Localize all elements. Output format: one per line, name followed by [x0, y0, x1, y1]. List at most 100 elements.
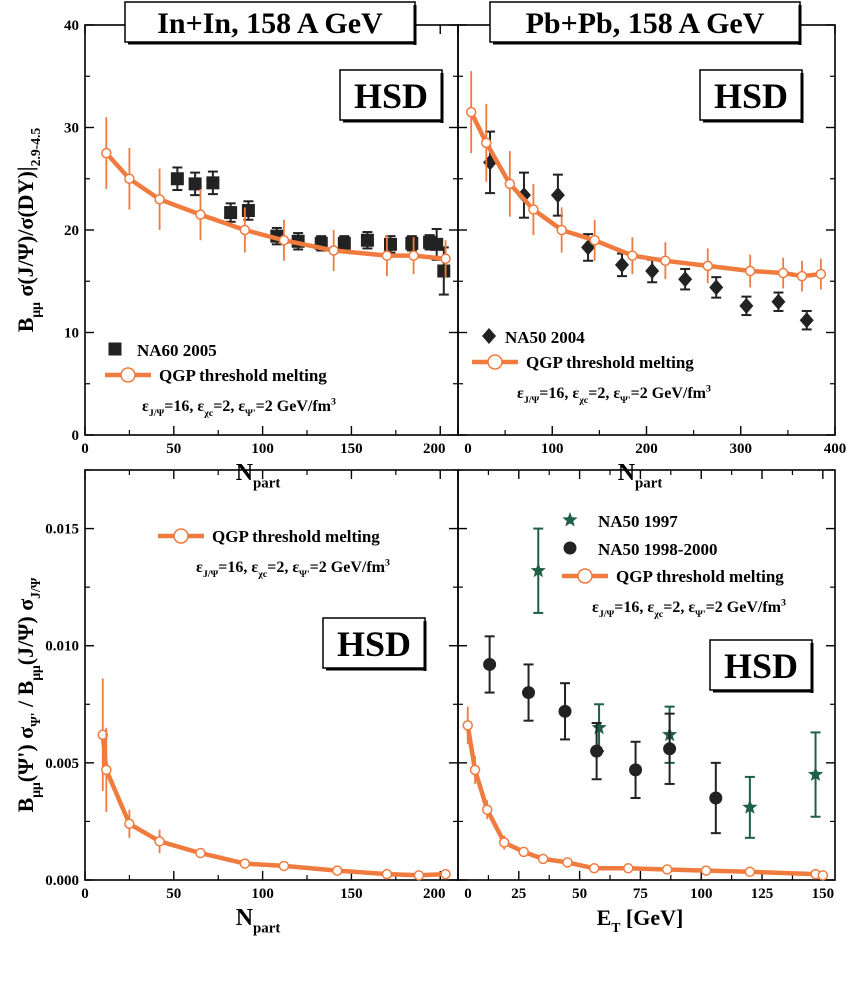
panel-psi_et: 0 25 50 75 100 125 150 HSD: [457, 469, 836, 902]
x-axis-label-et: ET [GeV]: [597, 905, 684, 935]
data-point: [709, 791, 723, 805]
y-tick-label: 30: [64, 121, 79, 137]
y-tick-label: 40: [64, 18, 79, 34]
hsd-box: [709, 639, 813, 691]
model-point: [408, 250, 419, 261]
data-point: [337, 236, 351, 250]
x-tick-label: 200: [423, 441, 446, 457]
x-tick-label: 25: [511, 886, 526, 902]
model-point: [195, 209, 206, 220]
model-point: [481, 137, 492, 149]
model-point: [154, 836, 165, 847]
model-point: [528, 204, 539, 215]
model-point: [462, 720, 473, 731]
model-point: [660, 255, 671, 266]
x-tick-label: 150: [340, 886, 363, 902]
x-tick-label: 50: [166, 441, 181, 457]
model-point: [562, 857, 573, 868]
legend-na50-1997-marker: [562, 512, 578, 527]
hsd-label: HSD: [337, 624, 411, 664]
y-axis-label-bottom: Bμμ(Ψ') σΨ' / Bμμ(J/Ψ) σJ/Ψ: [13, 577, 43, 812]
data-point: [522, 686, 536, 700]
x-tick-label: 0: [464, 441, 472, 457]
panel-inin: 0 50 100 150 200 0 10 20 30 40 HSD In+In, 158 A GeV: [64, 1, 459, 457]
data-point: [550, 187, 565, 204]
x-axis-label-pbpb: Npart: [618, 460, 663, 492]
series-qgp-threshold-melting: [97, 678, 451, 881]
data-point: [807, 766, 824, 781]
model-point: [481, 804, 493, 815]
x-tick-label: 100: [541, 441, 564, 457]
x-tick-label: 0: [464, 886, 472, 902]
model-point: [796, 270, 808, 282]
model-point: [588, 863, 600, 874]
hsd-box: [322, 617, 426, 669]
data-point: [645, 263, 660, 279]
series-qgp-threshold-melting: [462, 706, 829, 881]
model-point: [124, 818, 135, 830]
x-tick-label: 75: [633, 886, 648, 902]
y-tick-label: 0.015: [45, 522, 79, 538]
data-point: [437, 264, 451, 278]
series-qgp-threshold-melting: [101, 117, 451, 278]
legend-na50-2004-marker: [482, 328, 496, 344]
data-point: [188, 177, 202, 191]
data-point: [360, 233, 374, 247]
x-tick-label: 50: [166, 886, 181, 902]
plot-frame: [457, 469, 836, 881]
hsd-box: [699, 69, 803, 121]
y-tick-label: 10: [64, 326, 79, 342]
legend-na50-2004-label: NA50 2004: [505, 328, 585, 347]
legend-params-label: εJ/Ψ=16, εχc=2, εΨ'=2 GeV/fm3: [517, 384, 711, 407]
model-point: [124, 173, 135, 184]
series-na50-1998-2000: [483, 635, 723, 835]
data-point: [799, 312, 814, 329]
hsd-label: HSD: [354, 76, 428, 116]
title-box: [124, 1, 416, 43]
legend-model-marker: [173, 528, 189, 544]
data-point: [742, 799, 758, 814]
model-point: [777, 267, 789, 279]
panel-pbpb: 0 100 200 300 400 HSD Pb+Pb, 158 A GeV: [457, 1, 847, 457]
model-curve: [104, 151, 446, 261]
model-point: [154, 194, 165, 205]
y-tick-label: 20: [64, 223, 79, 239]
model-point: [239, 224, 251, 236]
x-tick-label: 200: [423, 886, 446, 902]
y-tick-label: 0: [72, 428, 80, 444]
title-box: [489, 1, 801, 43]
model-curve: [100, 734, 446, 878]
data-point: [558, 704, 572, 718]
model-point: [817, 870, 829, 881]
model-point: [498, 837, 510, 848]
model-point: [101, 764, 112, 776]
y-tick-label: 0.010: [45, 639, 79, 655]
model-point: [702, 260, 714, 272]
model-point: [700, 865, 712, 876]
x-tick-label: 200: [635, 441, 658, 457]
x-tick-label: 100: [690, 886, 713, 902]
data-point: [516, 187, 531, 204]
legend-model-label: QGP threshold melting: [616, 567, 784, 586]
y-tick-label: 0.000: [45, 873, 79, 889]
x-tick-label: 0: [81, 886, 89, 902]
model-point: [239, 858, 251, 869]
model-point: [278, 235, 290, 246]
legend-na60-marker: [108, 342, 122, 356]
legend-model-marker: [120, 367, 136, 383]
data-point: [614, 256, 629, 273]
model-point: [537, 853, 549, 865]
data-point: [170, 172, 184, 186]
hsd-label: HSD: [714, 76, 788, 116]
model-point: [101, 147, 112, 159]
legend-params-label: εJ/Ψ=16, εχc=2, εΨ'=2 GeV/fm3: [142, 397, 336, 420]
chart-title: In+In, 158 A GeV: [157, 7, 383, 40]
x-tick-label: 400: [824, 441, 847, 457]
data-point: [771, 293, 786, 310]
model-point: [744, 866, 756, 878]
model-point: [331, 865, 343, 876]
data-point: [629, 763, 643, 777]
x-tick-label: 0: [81, 441, 89, 457]
model-point: [381, 250, 393, 261]
data-point: [678, 271, 693, 288]
